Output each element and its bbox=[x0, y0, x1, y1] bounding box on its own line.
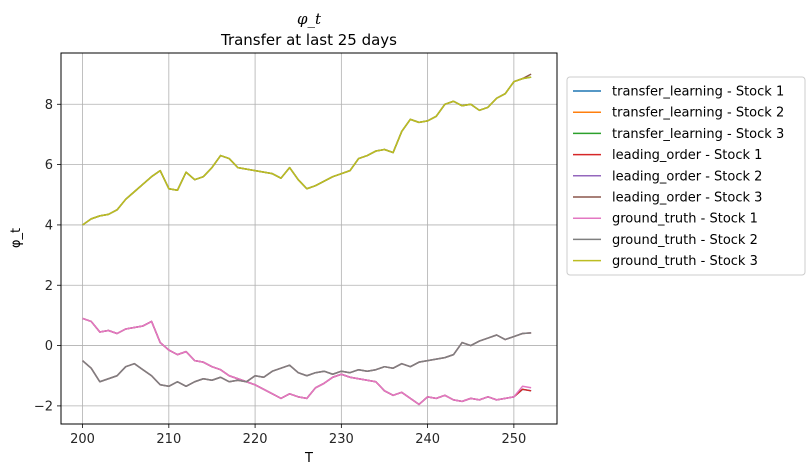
legend-label: ground_truth - Stock 3 bbox=[612, 254, 758, 269]
chart-subtitle: Transfer at last 25 days bbox=[220, 31, 397, 49]
legend-label: leading_order - Stock 2 bbox=[612, 169, 762, 184]
y-tick-label: 6 bbox=[45, 158, 53, 173]
series-line-7 bbox=[82, 317, 532, 406]
y-tick-label: 2 bbox=[45, 279, 53, 294]
series-line-3 bbox=[82, 76, 532, 226]
series-lines bbox=[82, 73, 532, 406]
y-axis-label: φ_t bbox=[9, 228, 24, 248]
series-line-1 bbox=[82, 317, 532, 406]
grid-lines bbox=[61, 53, 557, 424]
y-tick-label: 8 bbox=[45, 98, 53, 113]
x-axis-label: T bbox=[304, 451, 313, 466]
legend-label: transfer_learning - Stock 2 bbox=[612, 106, 784, 121]
plot-area-frame bbox=[60, 52, 558, 425]
x-tick-label: 250 bbox=[501, 432, 526, 447]
x-tick-label: 230 bbox=[329, 432, 354, 447]
y-tick-label: −2 bbox=[34, 399, 53, 414]
x-tick-label: 220 bbox=[243, 432, 268, 447]
x-tick-label: 200 bbox=[70, 432, 95, 447]
series-line-4 bbox=[82, 317, 532, 406]
legend-label: leading_order - Stock 3 bbox=[612, 191, 762, 206]
series-line-8 bbox=[82, 332, 532, 388]
legend: transfer_learning - Stock 1 transfer_lear… bbox=[566, 76, 806, 276]
x-tick-label: 210 bbox=[156, 432, 181, 447]
chart-title: φ_t bbox=[297, 10, 322, 28]
series-line-2 bbox=[82, 332, 532, 388]
series-line-6 bbox=[82, 73, 532, 226]
legend-label: ground_truth - Stock 2 bbox=[612, 233, 758, 248]
y-tick-label: 4 bbox=[45, 218, 53, 233]
legend-box bbox=[566, 76, 806, 276]
series-line-5 bbox=[82, 332, 532, 388]
legend-label: ground_truth - Stock 1 bbox=[612, 212, 758, 227]
series-line-9 bbox=[82, 76, 532, 226]
y-tick-label: 0 bbox=[45, 339, 53, 354]
legend-label: leading_order - Stock 1 bbox=[612, 148, 762, 163]
x-tick-label: 240 bbox=[415, 432, 440, 447]
y-axis-ticks: −2 0 2 4 6 8 bbox=[34, 98, 61, 414]
legend-label: transfer_learning - Stock 3 bbox=[612, 127, 784, 142]
legend-label: transfer_learning - Stock 1 bbox=[612, 85, 784, 100]
x-axis-ticks: 200 210 220 230 240 250 bbox=[70, 424, 526, 447]
